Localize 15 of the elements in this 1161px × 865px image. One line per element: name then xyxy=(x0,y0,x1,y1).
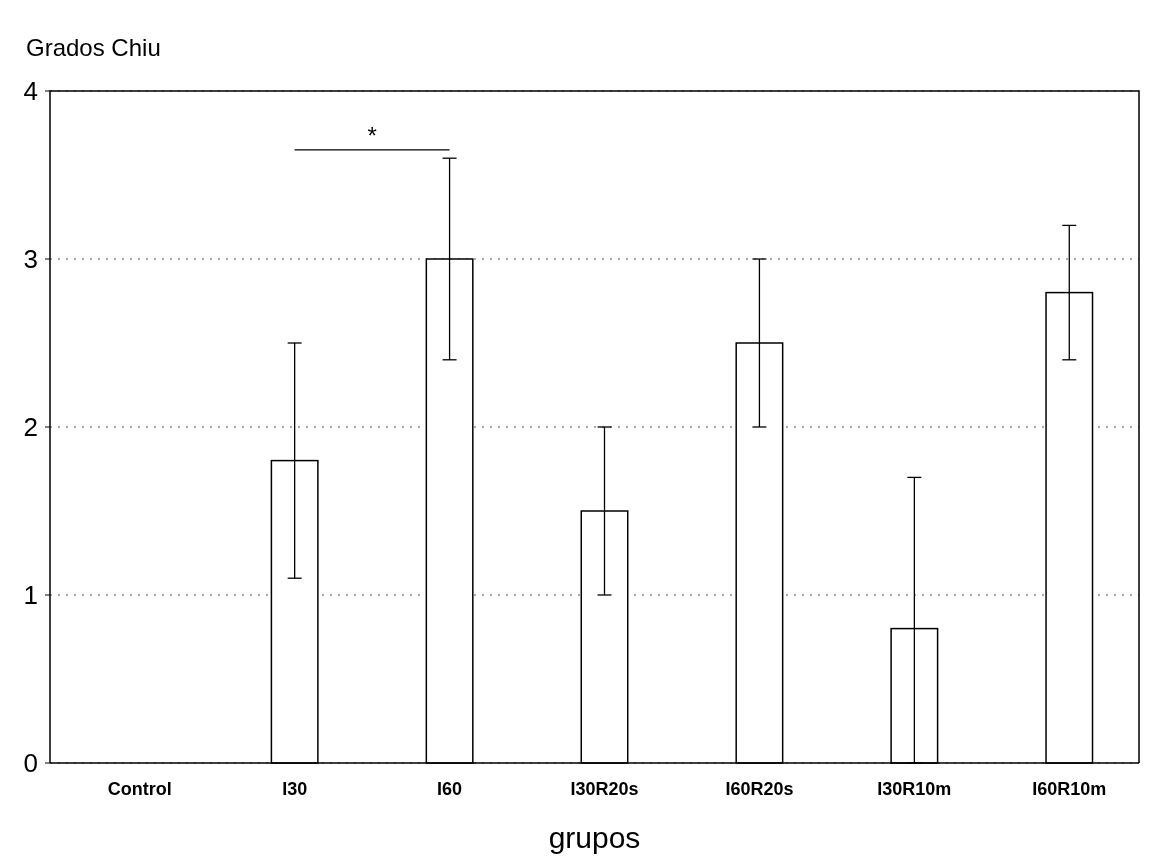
y-axis-title: Grados Chiu xyxy=(26,34,161,61)
x-tick-label: I30 xyxy=(282,779,308,799)
x-tick-label: I60R10m xyxy=(1032,779,1107,799)
x-axis-title: grupos xyxy=(548,821,641,854)
x-tick-label: Control xyxy=(107,779,172,799)
annotation: * xyxy=(367,121,377,149)
y-tick-label: 3 xyxy=(23,244,38,275)
x-tick-label: I30R20s xyxy=(570,779,639,799)
x-tick-label: I60 xyxy=(437,779,463,799)
y-tick-label: 0 xyxy=(23,748,38,779)
y-tick-label: 1 xyxy=(23,580,38,611)
y-tick-label: 4 xyxy=(23,76,38,107)
y-tick-label: 2 xyxy=(23,412,38,443)
x-tick-label: I60R20s xyxy=(725,779,794,799)
x-tick-label: I30R10m xyxy=(877,779,952,799)
